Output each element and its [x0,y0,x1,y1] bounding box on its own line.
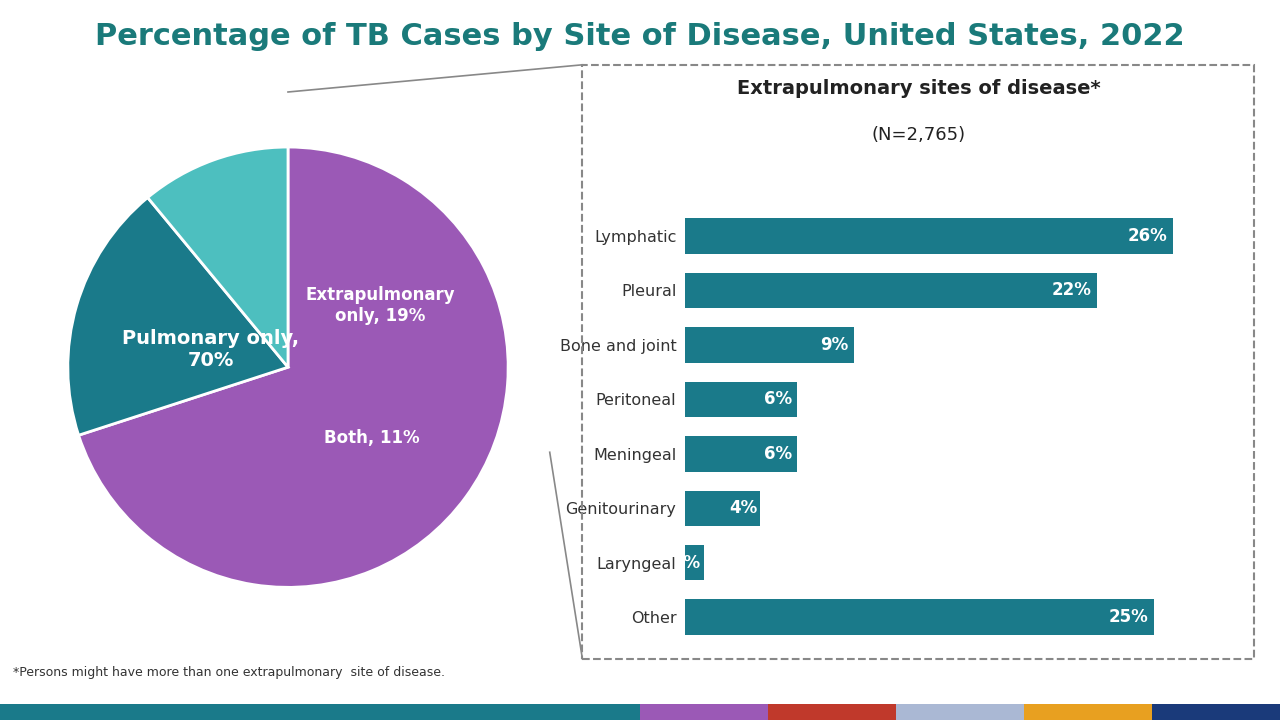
Text: 6%: 6% [764,445,792,463]
Bar [685,218,1172,253]
Bar [0,704,640,720]
Bar [685,382,797,417]
Bar [640,704,768,720]
Text: 1%: 1% [672,554,700,572]
Text: 6%: 6% [764,390,792,408]
Text: 9%: 9% [819,336,849,354]
Bar [685,273,1097,308]
Text: *Persons might have more than one extrapulmonary  site of disease.: *Persons might have more than one extrap… [13,666,445,679]
Text: 25%: 25% [1108,608,1148,626]
Text: (N=2,765): (N=2,765) [872,126,965,144]
Wedge shape [68,197,288,435]
Bar [685,545,704,580]
Text: 4%: 4% [728,499,756,517]
Wedge shape [147,147,288,367]
Bar [896,704,1024,720]
Bar [685,490,760,526]
Bar [685,327,854,363]
Bar [685,600,1153,635]
Text: 26%: 26% [1128,227,1167,245]
Text: Pulmonary only,
70%: Pulmonary only, 70% [123,329,300,370]
Text: 22%: 22% [1052,282,1092,300]
Text: Percentage of TB Cases by Site of Disease, United States, 2022: Percentage of TB Cases by Site of Diseas… [95,22,1185,50]
Text: Extrapulmonary sites of disease*: Extrapulmonary sites of disease* [736,79,1101,98]
Bar [685,436,797,472]
Text: Extrapulmonary
only, 19%: Extrapulmonary only, 19% [306,286,456,325]
Wedge shape [78,147,508,588]
Text: Both, 11%: Both, 11% [324,428,420,446]
Bar [1152,704,1280,720]
Bar [1024,704,1152,720]
Bar [768,704,896,720]
